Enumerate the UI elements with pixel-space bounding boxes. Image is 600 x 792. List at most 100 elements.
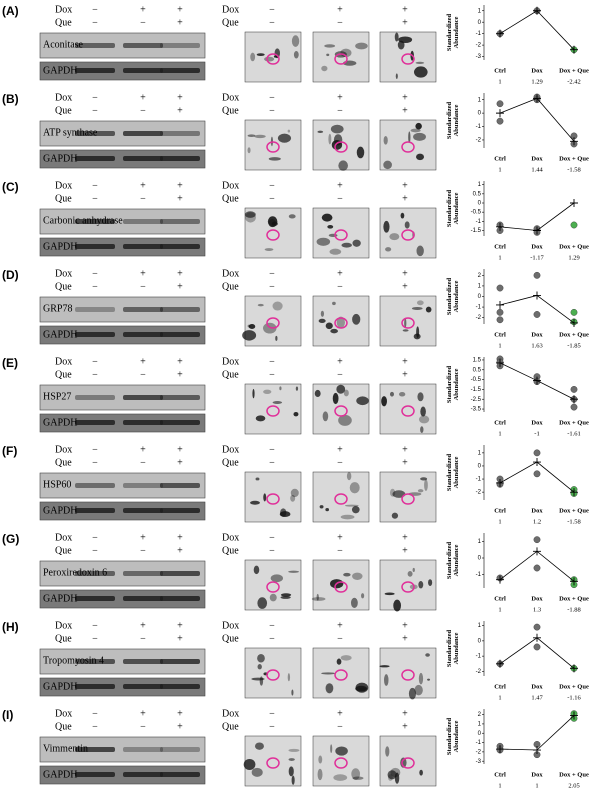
- gapdh-band: [75, 332, 115, 337]
- replicate-dot: [533, 311, 541, 318]
- gel-spot: [321, 65, 328, 72]
- panel-label: (H): [2, 620, 19, 634]
- y-label-box: Standardized Abundance: [446, 718, 460, 755]
- gapdh-band: [123, 332, 163, 337]
- gel-spot: [251, 767, 263, 777]
- blot-band: [75, 659, 115, 664]
- blot: [39, 736, 206, 763]
- gel-spot: [288, 758, 295, 761]
- treatment-sign: −: [269, 369, 275, 380]
- gel-crop: [379, 207, 437, 259]
- gel-spot: [416, 245, 424, 257]
- treatment-sign: −: [269, 4, 275, 15]
- gel-spot: [252, 388, 255, 399]
- replicate-dot: [570, 386, 578, 393]
- y-label-box: Standardized Abundance: [446, 454, 460, 491]
- fold-change: 1: [498, 342, 501, 349]
- gel-crop: [311, 559, 370, 611]
- spot-outline: [266, 405, 280, 417]
- y-tick-label: -1: [476, 740, 482, 746]
- treatment-sign: −: [92, 721, 98, 732]
- treatment-sign: −: [140, 193, 146, 204]
- treatment-sign: −: [140, 369, 146, 380]
- gel-spot: [419, 769, 423, 776]
- y-tick-label: 0: [478, 201, 482, 207]
- gel-crop: [379, 647, 437, 700]
- gel-crop: [244, 207, 302, 259]
- gel-spot: [395, 73, 398, 79]
- x-tick-label: Dox + Que: [559, 243, 589, 250]
- gel-spot: [338, 414, 352, 426]
- y-tick-label: -2: [476, 749, 482, 755]
- gel-spot: [392, 490, 406, 498]
- y-tick-label: -3: [476, 759, 482, 765]
- gel-spot: [330, 744, 333, 754]
- spot-outline: [266, 141, 280, 153]
- treatment-name: Dox: [222, 356, 239, 367]
- treatment-sign: +: [337, 444, 343, 455]
- gel-spot: [279, 511, 291, 518]
- fold-change: 1: [498, 606, 501, 613]
- y-axis-label: Standardized Abundance: [446, 101, 460, 140]
- gel-spot: [332, 301, 336, 306]
- gel-crop: [244, 647, 302, 699]
- treatment-sign: −: [269, 620, 275, 631]
- blot-band: [123, 747, 163, 752]
- x-tick-label: Dox: [531, 155, 543, 162]
- y-tick-label: -1.5: [471, 387, 482, 393]
- treatment-sign: +: [402, 281, 408, 292]
- protein-name: ATP synthase: [43, 127, 98, 138]
- treatment-sign: +: [402, 17, 408, 28]
- gel-spot: [351, 768, 361, 780]
- gel-spot: [326, 53, 330, 57]
- gel-spot: [356, 146, 365, 159]
- x-tick-label: Ctrl: [494, 331, 506, 338]
- y-tick-label: -2: [476, 138, 482, 144]
- mean-marker: [496, 745, 504, 754]
- gel-spot: [321, 213, 333, 222]
- treatment-sign: −: [92, 105, 98, 116]
- treatment-sign: +: [402, 4, 408, 15]
- treatment-sign: +: [402, 369, 408, 380]
- gel-crop: [379, 295, 437, 347]
- treatment-sign: +: [337, 268, 343, 279]
- gel-spot: [293, 411, 299, 417]
- gel-spot: [250, 500, 260, 505]
- treatment-sign: +: [177, 633, 183, 644]
- treatment-sign: −: [269, 268, 275, 279]
- x-tick-label: Ctrl: [494, 155, 506, 162]
- gapdh-band: [160, 332, 200, 337]
- replicate-dot: [533, 470, 541, 478]
- gel-spot: [317, 768, 323, 781]
- fold-change: 1.3: [533, 606, 541, 613]
- y-tick-label: 0.5: [473, 191, 482, 197]
- treatment-name: Que: [55, 633, 72, 644]
- treatment-sign: +: [177, 708, 183, 719]
- y-label-box: Standardized Abundance: [446, 101, 460, 140]
- gel-spot: [410, 128, 421, 133]
- y-tick-label: -1: [476, 305, 482, 311]
- treatment-sign: +: [140, 532, 146, 543]
- y-tick-label: 2: [478, 273, 482, 279]
- gel-spot: [242, 330, 257, 341]
- treatment-name: Que: [222, 457, 239, 468]
- gel-spot: [343, 389, 349, 397]
- mean-line: [499, 637, 575, 669]
- treatment-sign: +: [402, 268, 408, 279]
- gel-spot: [407, 570, 413, 577]
- blot-band: [75, 219, 115, 224]
- treatment-sign: −: [337, 281, 343, 292]
- gel-spot: [263, 389, 272, 394]
- gel-spot: [245, 212, 256, 223]
- blot-band: [75, 747, 115, 752]
- x-tick-label: Dox: [531, 771, 543, 778]
- gapdh-band: [160, 508, 200, 513]
- gel-bg: [379, 383, 437, 435]
- gel-spot: [387, 770, 397, 780]
- treatment-name: Dox: [55, 356, 72, 367]
- gel-spot: [280, 593, 292, 597]
- treatment-name: Dox: [222, 4, 239, 15]
- gel-crop: [312, 119, 370, 171]
- treatment-name: Que: [222, 17, 239, 28]
- gel-spot: [351, 506, 360, 514]
